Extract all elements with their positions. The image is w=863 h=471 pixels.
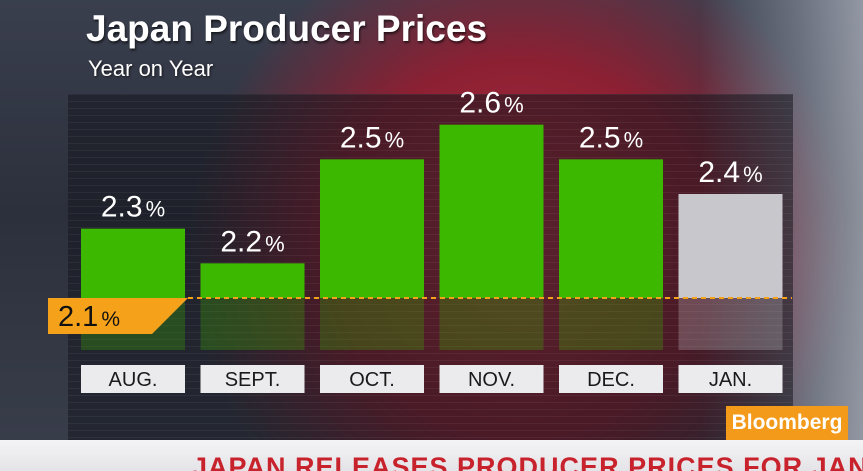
value-label: 2.5%: [579, 121, 643, 154]
category-box: [81, 365, 185, 393]
value-label: 2.4%: [698, 156, 762, 189]
bar-shadow: [320, 298, 424, 350]
category-label: NOV.: [468, 369, 515, 391]
chart-panel: [68, 94, 793, 440]
bar-aug: [81, 228, 185, 298]
bar-sept: [200, 263, 305, 298]
category-label: JAN.: [709, 369, 752, 391]
category-label: SEPT.: [225, 369, 281, 391]
news-ticker: JAPAN RELEASES PRODUCER PRICES FOR JAN: [0, 440, 863, 471]
category-box: [678, 365, 783, 393]
category-box: [320, 365, 424, 393]
bar-shadow: [559, 298, 663, 350]
value-label: 2.5%: [340, 121, 404, 154]
baseline-tag: [48, 298, 188, 334]
ticker-headline: JAPAN RELEASES PRODUCER PRICES FOR JAN: [192, 452, 863, 471]
bar-jan: [678, 194, 783, 298]
value-label: 2.3%: [101, 191, 165, 224]
category-box: [559, 365, 663, 393]
value-label: 2.6%: [459, 87, 523, 120]
bar-oct: [320, 159, 424, 298]
category-label: AUG.: [109, 369, 158, 391]
chart-subtitle: Year on Year: [88, 56, 214, 81]
bloomberg-logo: Bloomberg: [726, 406, 848, 440]
bar-nov: [439, 124, 544, 299]
category-box: [200, 365, 305, 393]
baseline-label: 2.1%: [58, 301, 120, 333]
bar-shadow: [678, 298, 783, 350]
bar-shadow: [439, 298, 544, 350]
bar-shadow: [200, 298, 305, 350]
category-label: DEC.: [587, 369, 635, 391]
category-label: OCT.: [349, 369, 395, 391]
bar-dec: [559, 159, 663, 298]
bar-chart: 2.3 % AUG. 2.2 % SEPT. 2.5 % OCT. 2.6 % NOV. 2.5 % DEC…: [48, 87, 792, 393]
chart-title: Japan Producer Prices: [86, 8, 488, 49]
value-label: 2.2%: [220, 225, 284, 258]
category-box: [439, 365, 544, 393]
